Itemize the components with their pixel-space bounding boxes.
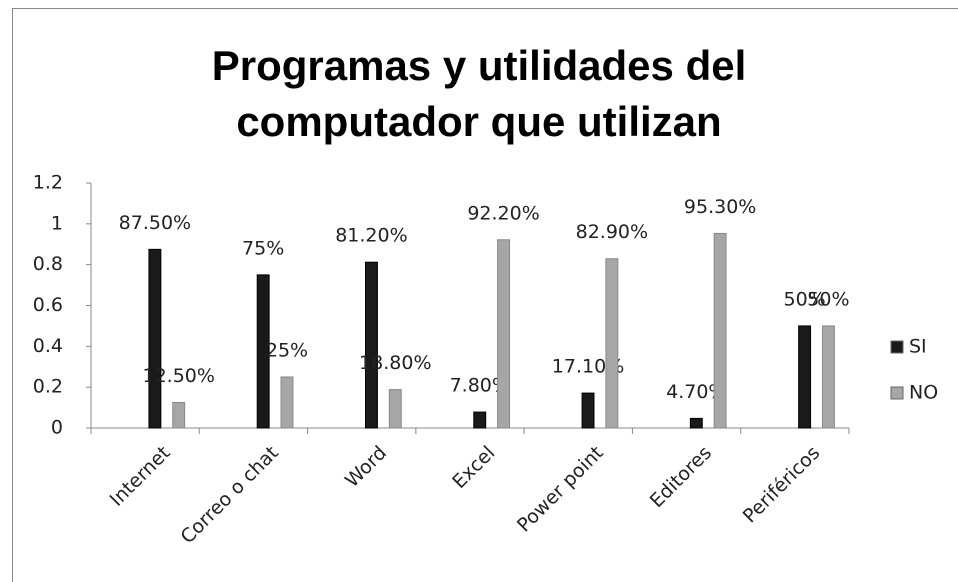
bar (280, 376, 294, 429)
data-label: 18.80% (359, 352, 431, 374)
bar (473, 411, 487, 429)
data-label: 87.50% (119, 212, 191, 234)
data-label: 95.30% (684, 196, 756, 218)
data-label: 81.20% (335, 225, 407, 247)
y-tick-label: 0 (51, 417, 63, 439)
bar (497, 239, 511, 429)
y-tick-label: 0.4 (33, 335, 63, 357)
data-label: 75% (242, 237, 284, 259)
y-tick-label: 1.2 (33, 172, 63, 194)
bar (365, 261, 378, 429)
data-label: 92.20% (467, 202, 539, 224)
bar (798, 325, 812, 429)
data-label: 12.50% (142, 365, 214, 387)
legend-label: SI (909, 336, 927, 358)
bar (148, 248, 162, 429)
data-label: 50% (783, 288, 825, 310)
bar (581, 392, 595, 429)
data-label: 82.90% (576, 221, 648, 243)
bar (256, 274, 270, 429)
data-label: 4.70% (666, 381, 726, 403)
bar (821, 325, 835, 429)
chart-frame (12, 8, 958, 582)
data-label: 50% (807, 288, 849, 310)
bar (689, 417, 703, 429)
bar (388, 389, 402, 429)
bar (172, 401, 186, 429)
y-tick-label: 0.2 (33, 376, 63, 398)
bar (713, 232, 727, 429)
data-label: 7.80% (450, 375, 510, 397)
legend-swatch (890, 386, 904, 400)
y-tick-label: 0.8 (33, 253, 63, 275)
chart-title: Programas y utilidades del computador qu… (211, 42, 747, 145)
legend-label: NO (909, 382, 938, 404)
legend-swatch (890, 340, 904, 354)
data-label: 25% (266, 339, 308, 361)
y-tick-label: 0.6 (33, 294, 63, 316)
bar (605, 258, 619, 429)
y-tick-label: 1 (51, 212, 63, 234)
